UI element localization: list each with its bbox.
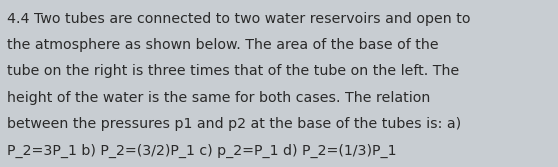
Text: height of the water is the same for both cases. The relation: height of the water is the same for both…	[7, 91, 431, 105]
Text: between the pressures p1 and p2 at the base of the tubes is: a): between the pressures p1 and p2 at the b…	[7, 117, 461, 131]
Text: 4.4 Two tubes are connected to two water reservoirs and open to: 4.4 Two tubes are connected to two water…	[7, 12, 471, 26]
Text: the atmosphere as shown below. The area of the base of the: the atmosphere as shown below. The area …	[7, 38, 439, 52]
Text: P_2=3P_1 b) P_2=(3/2)P_1 c) p_2=P_1 d) P_2=(1/3)P_1: P_2=3P_1 b) P_2=(3/2)P_1 c) p_2=P_1 d) P…	[7, 144, 397, 158]
Text: tube on the right is three times that of the tube on the left. The: tube on the right is three times that of…	[7, 64, 459, 78]
